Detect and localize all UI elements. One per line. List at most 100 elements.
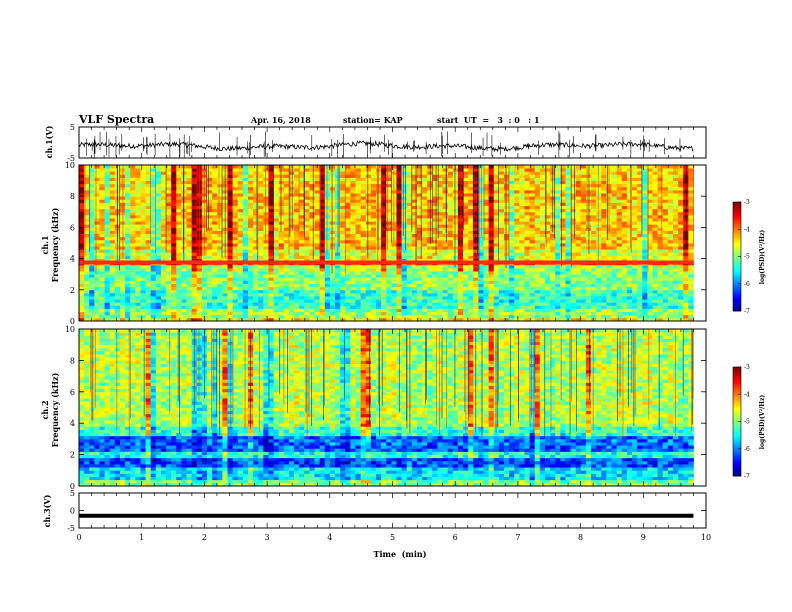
- spectrogram-cell: [99, 205, 105, 210]
- spectrogram-cell: [626, 227, 633, 231]
- spectrogram-cell: [283, 286, 290, 291]
- spectrogram-cell: [662, 202, 669, 206]
- spectrogram-cell: [253, 277, 259, 281]
- spectrogram-cell: [524, 227, 530, 231]
- spectrogram-cell: [504, 221, 510, 225]
- spectrogram-cell: [688, 218, 694, 222]
- spectrogram-cell: [119, 302, 126, 306]
- spectrogram-cell: [304, 239, 310, 244]
- spectrogram-cell: [575, 286, 582, 291]
- spectrogram-cell: [94, 208, 100, 213]
- spectrogram-cell: [555, 305, 561, 309]
- spectrogram-cell: [288, 211, 295, 216]
- spectrogram-cell: [447, 302, 454, 306]
- spectrogram-cell: [99, 208, 105, 213]
- spectrogram-cell: [442, 302, 449, 306]
- spectrogram-cell: [401, 199, 408, 203]
- spectrogram-cell: [186, 202, 193, 206]
- spectrogram-cell: [580, 258, 587, 263]
- spectrogram-cell: [212, 239, 218, 244]
- spectrogram-cell: [616, 283, 623, 288]
- spectrogram-cell: [125, 258, 131, 263]
- spectrogram-cell: [155, 271, 162, 275]
- spectrogram-cell: [130, 227, 136, 231]
- spectrogram-cell: [637, 249, 643, 253]
- spectrogram-cell: [171, 249, 177, 253]
- spectrogram-cell: [457, 314, 464, 319]
- spectrogram-cell: [247, 267, 254, 272]
- spectrogram-cell: [212, 224, 218, 228]
- spectrogram-cell: [565, 236, 571, 241]
- spectrogram-cell: [539, 289, 546, 294]
- spectrogram-cell: [247, 218, 254, 222]
- spectrogram-cell: [155, 280, 162, 284]
- spectrogram-cell: [401, 205, 408, 210]
- spectrogram-cell: [304, 277, 310, 281]
- spectrogram-cell: [242, 308, 249, 313]
- spectrogram-cell: [524, 236, 530, 241]
- spectrogram-cell: [201, 271, 208, 275]
- spectrogram-cell: [432, 311, 438, 316]
- spectrogram-cell: [683, 299, 689, 303]
- spectrogram-cell: [468, 218, 474, 222]
- spectrogram-cell: [416, 299, 423, 303]
- spectrogram-cell: [253, 211, 259, 216]
- spectrogram-cell: [642, 264, 648, 269]
- spectrogram-cell: [309, 267, 315, 272]
- spectrogram-cell: [411, 221, 418, 225]
- spectrogram-cell: [447, 224, 454, 228]
- spectrogram-cell: [130, 246, 136, 250]
- spectrogram-cell: [335, 296, 341, 300]
- spectrogram-cell: [596, 289, 602, 294]
- spectrogram-cell: [227, 314, 234, 319]
- spectrogram-cell: [662, 317, 669, 322]
- spectrogram-cell: [319, 314, 326, 319]
- spectrogram-cell: [652, 233, 659, 238]
- spectrogram-cell: [642, 258, 648, 263]
- spectrogram-cell: [550, 252, 556, 256]
- spectrogram-cell: [278, 280, 285, 284]
- spectrogram-cell: [145, 243, 152, 247]
- spectrogram-cell: [683, 224, 689, 228]
- spectrogram-cell: [263, 233, 269, 238]
- spectrogram-cell: [288, 246, 295, 250]
- spectrogram-cell: [498, 214, 505, 219]
- spectrogram-cell: [468, 246, 474, 250]
- spectrogram-cell: [196, 274, 203, 278]
- spectrogram-cell: [212, 283, 218, 288]
- spectrogram-cell: [401, 214, 408, 219]
- spectrogram-cell: [130, 314, 136, 319]
- spectrogram-cell: [580, 211, 587, 216]
- spectrogram-cell: [79, 243, 85, 247]
- spectrogram-cell: [375, 302, 382, 306]
- spectrogram-cell: [539, 239, 546, 244]
- spectrogram-cell: [186, 286, 193, 291]
- spectrogram-cell: [253, 202, 259, 206]
- spectrogram-cell: [294, 289, 300, 294]
- spectrogram-cell: [84, 271, 90, 275]
- spectrogram-cell: [688, 208, 694, 213]
- spectrogram-cell: [539, 246, 546, 250]
- spectrogram-cell: [237, 314, 244, 319]
- spectrogram-cell: [447, 202, 454, 206]
- spectrogram-cell: [596, 221, 602, 225]
- spectrogram-cell: [396, 196, 402, 200]
- spectrogram-cell: [191, 196, 198, 200]
- spectrogram-cell: [196, 308, 203, 313]
- spectrogram-cell: [483, 246, 490, 250]
- spectrogram-cell: [232, 230, 239, 235]
- spectrogram-cell: [109, 252, 116, 256]
- spectrogram-cell: [191, 214, 198, 219]
- spectrogram-cell: [370, 211, 377, 216]
- spectrogram-cell: [186, 264, 193, 269]
- spectrogram-cell: [278, 271, 285, 275]
- spectrogram-cell: [335, 308, 341, 313]
- spectrogram-cell: [560, 289, 566, 294]
- spectrogram-cell: [263, 246, 269, 250]
- spectrogram-cell: [104, 208, 111, 213]
- spectrogram-cell: [191, 314, 198, 319]
- spectrogram-cell: [672, 267, 679, 272]
- spectrogram-cell: [672, 299, 679, 303]
- spectrogram-cell: [642, 274, 648, 278]
- spectrogram-cell: [201, 308, 208, 313]
